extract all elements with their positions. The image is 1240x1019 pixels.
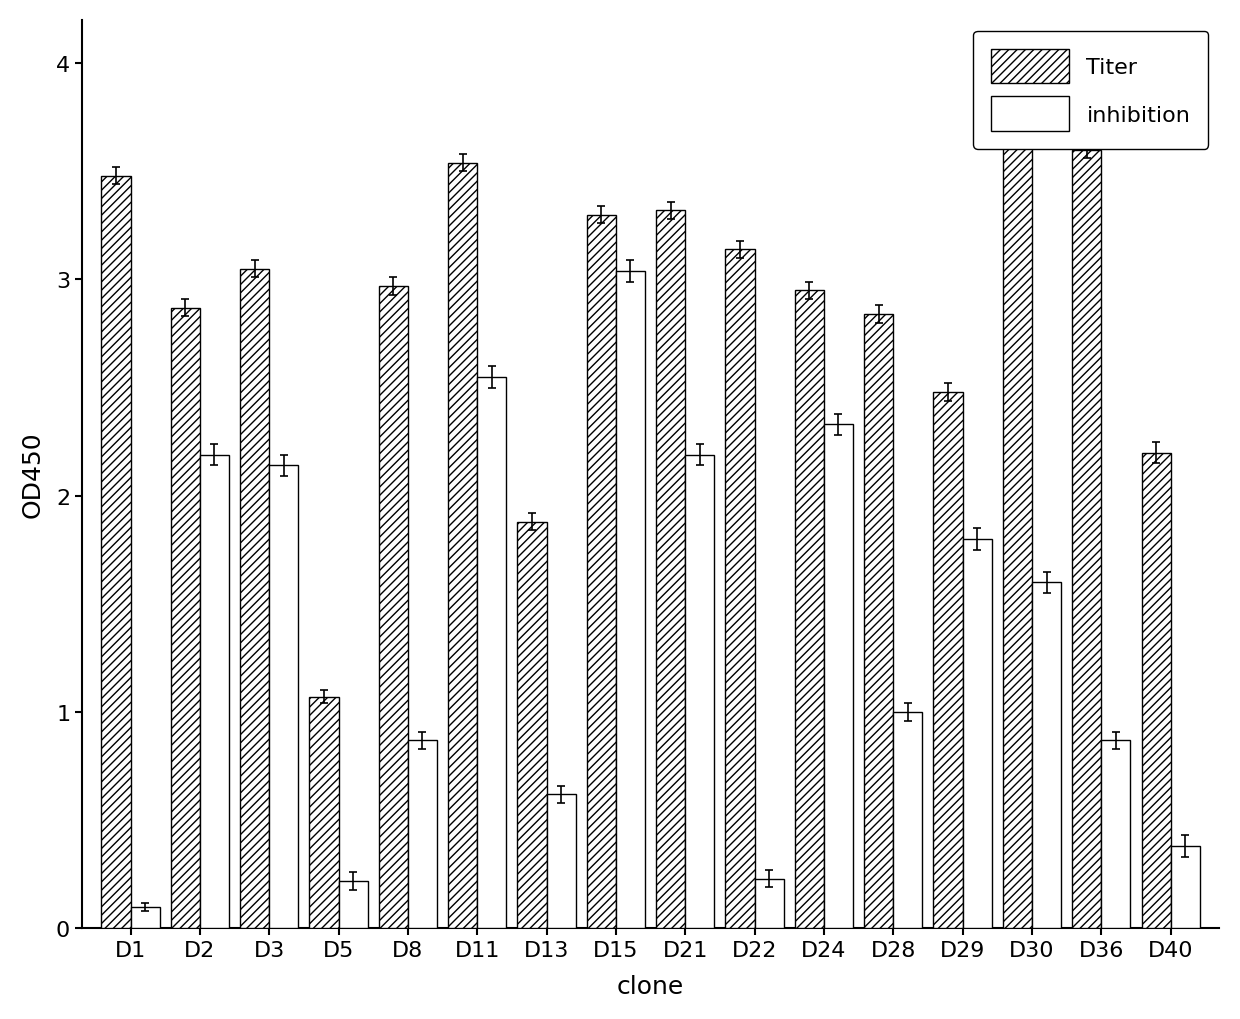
Bar <box>616 271 645 928</box>
Bar <box>755 878 784 928</box>
Bar <box>864 315 893 928</box>
Bar <box>1142 453 1171 928</box>
Bar <box>171 309 200 928</box>
Y-axis label: OD450: OD450 <box>21 431 45 518</box>
Bar <box>547 795 575 928</box>
Bar <box>408 741 436 928</box>
Bar <box>130 907 160 928</box>
Bar <box>310 697 339 928</box>
Bar <box>269 466 299 928</box>
Bar <box>686 455 714 928</box>
Bar <box>656 211 686 928</box>
Bar <box>448 163 477 928</box>
Bar <box>241 269 269 928</box>
Bar <box>1101 741 1131 928</box>
Bar <box>1003 103 1032 928</box>
Bar <box>1073 151 1101 928</box>
Bar <box>1032 583 1061 928</box>
Bar <box>102 176 130 928</box>
Bar <box>823 425 853 928</box>
Bar <box>962 539 992 928</box>
Bar <box>795 291 823 928</box>
Bar <box>587 215 616 928</box>
X-axis label: clone: clone <box>618 974 684 999</box>
Bar <box>893 712 923 928</box>
Bar <box>1171 847 1200 928</box>
Bar <box>725 250 755 928</box>
Bar <box>934 392 962 928</box>
Bar <box>517 522 547 928</box>
Bar <box>200 455 229 928</box>
Bar <box>339 881 368 928</box>
Bar <box>477 377 506 928</box>
Legend: Titer, inhibition: Titer, inhibition <box>973 32 1208 150</box>
Bar <box>378 286 408 928</box>
